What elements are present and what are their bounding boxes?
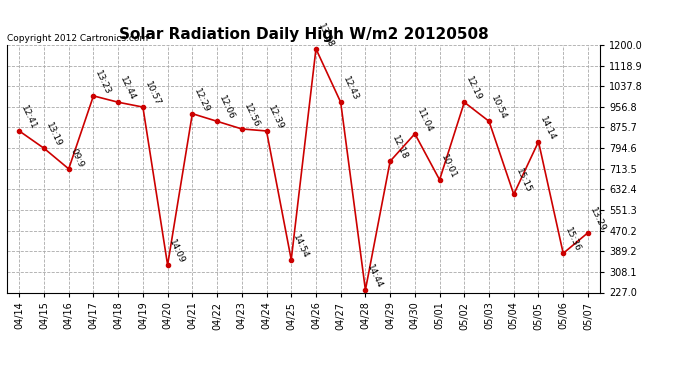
Text: 11:04: 11:04	[415, 106, 434, 134]
Text: 14:14: 14:14	[538, 115, 558, 142]
Text: 12:06: 12:06	[217, 94, 236, 121]
Text: 14:54: 14:54	[291, 232, 310, 260]
Text: 12:41: 12:41	[19, 104, 38, 131]
Title: Solar Radiation Daily High W/m2 20120508: Solar Radiation Daily High W/m2 20120508	[119, 27, 489, 42]
Text: 14:09: 14:09	[168, 238, 187, 265]
Text: 15:36: 15:36	[563, 226, 582, 254]
Text: 12:43: 12:43	[341, 75, 359, 102]
Text: 15:15: 15:15	[514, 167, 533, 194]
Text: 14:44: 14:44	[366, 263, 384, 290]
Text: 13:29: 13:29	[588, 206, 607, 233]
Text: 13:38: 13:38	[316, 21, 335, 49]
Text: 09:9: 09:9	[69, 147, 86, 169]
Text: Copyright 2012 Cartronics.com: Copyright 2012 Cartronics.com	[7, 33, 148, 42]
Text: 13:19: 13:19	[44, 121, 63, 148]
Text: 12:18: 12:18	[390, 134, 409, 161]
Text: 10:01: 10:01	[440, 153, 459, 180]
Text: 12:44: 12:44	[118, 75, 137, 102]
Text: 12:39: 12:39	[266, 104, 286, 131]
Text: 12:19: 12:19	[464, 75, 484, 102]
Text: 12:29: 12:29	[193, 87, 211, 114]
Text: 10:57: 10:57	[143, 80, 162, 107]
Text: 13:23: 13:23	[93, 69, 112, 96]
Text: 10:54: 10:54	[489, 94, 508, 121]
Text: 12:56: 12:56	[241, 102, 261, 129]
